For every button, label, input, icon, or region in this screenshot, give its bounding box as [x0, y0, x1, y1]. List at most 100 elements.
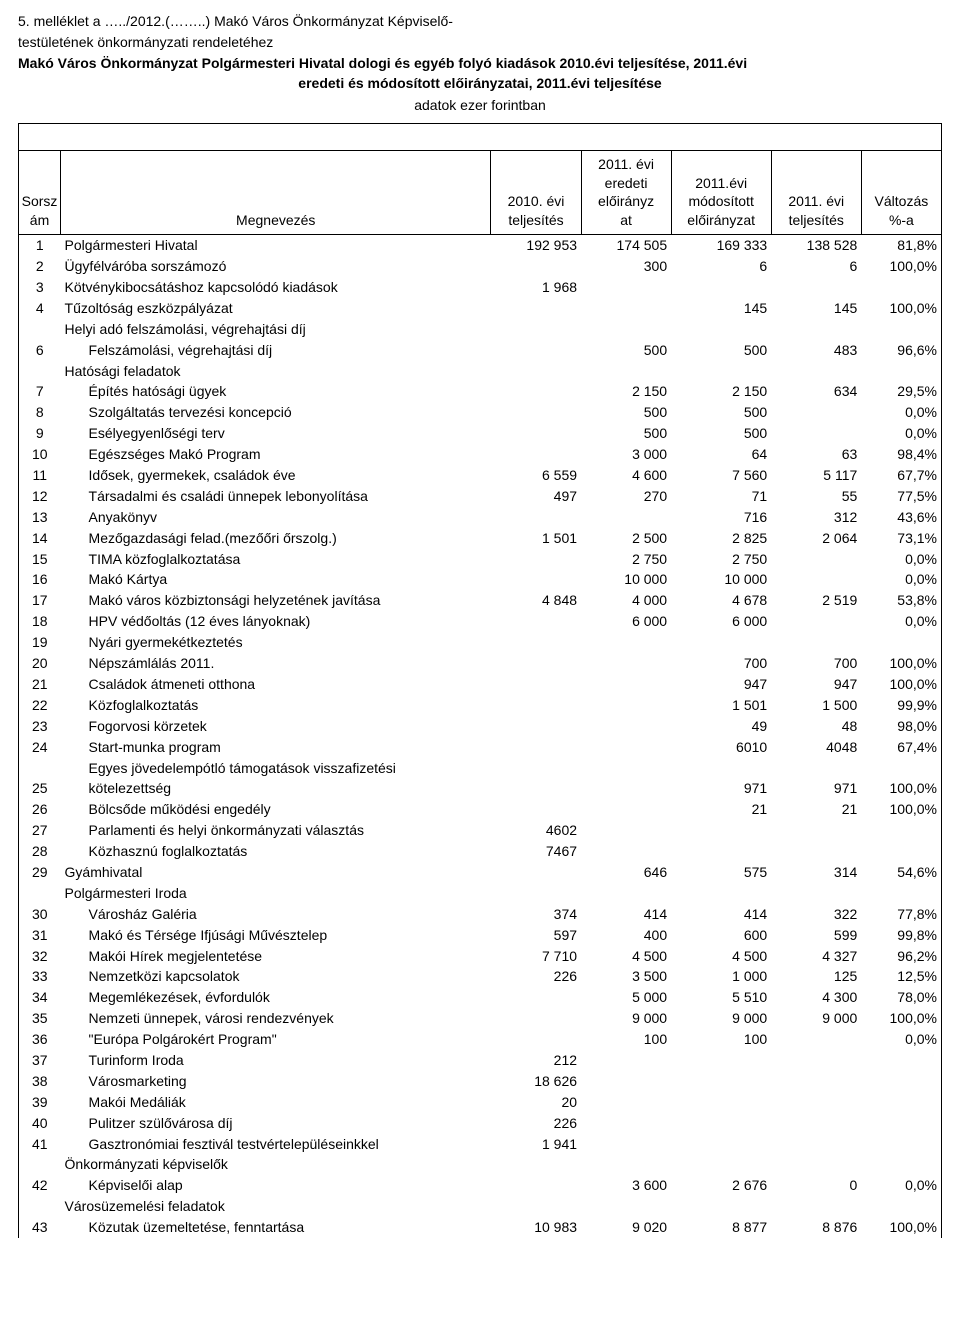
row-value: 312 — [771, 507, 861, 528]
row-value — [671, 841, 771, 862]
row-value — [581, 883, 671, 904]
row-name: Ügyfélváróba sorszámozó — [61, 256, 491, 277]
row-value — [771, 277, 861, 298]
table-row: 13Anyakönyv71631243,6% — [19, 507, 942, 528]
row-value — [861, 319, 941, 340]
table-row: 17Makó város közbiztonsági helyzetének j… — [19, 590, 942, 611]
row-value — [771, 1071, 861, 1092]
row-value: 4602 — [491, 820, 581, 841]
row-value — [771, 1029, 861, 1050]
row-value: 3 600 — [581, 1175, 671, 1196]
row-value: 497 — [491, 486, 581, 507]
row-value: 500 — [671, 402, 771, 423]
row-value: 0,0% — [861, 1175, 941, 1196]
row-value: 7467 — [491, 841, 581, 862]
row-value: 100,0% — [861, 778, 941, 799]
header-sub: adatok ezer forintban — [18, 97, 942, 113]
row-name: Helyi adó felszámolási, végrehajtási díj — [61, 319, 491, 340]
row-value — [581, 277, 671, 298]
row-value: 6 000 — [671, 611, 771, 632]
row-value — [861, 277, 941, 298]
row-value — [671, 758, 771, 779]
row-value — [491, 256, 581, 277]
row-index: 14 — [19, 528, 61, 549]
table-row: 35Nemzeti ünnepek, városi rendezvények9 … — [19, 1008, 942, 1029]
row-name: Start-munka program — [61, 737, 491, 758]
row-value: 5 000 — [581, 987, 671, 1008]
row-value: 2 064 — [771, 528, 861, 549]
row-index: 25 — [19, 778, 61, 799]
row-value: 5 510 — [671, 987, 771, 1008]
row-value: 9 020 — [581, 1217, 671, 1238]
col-2011-telj: 2011. évi teljesítés — [771, 150, 861, 235]
row-name: TIMA közfoglalkoztatása — [61, 549, 491, 570]
row-value — [491, 1154, 581, 1175]
row-value: 3 500 — [581, 966, 671, 987]
table-row: 31Makó és Térsége Ifjúsági Művésztelep59… — [19, 925, 942, 946]
row-value: 99,8% — [861, 925, 941, 946]
row-value: 634 — [771, 381, 861, 402]
row-value: 0,0% — [861, 402, 941, 423]
row-name: Nemzetközi kapcsolatok — [61, 966, 491, 987]
row-value: 8 876 — [771, 1217, 861, 1238]
row-value: 100,0% — [861, 674, 941, 695]
row-value — [861, 1113, 941, 1134]
row-value — [771, 1134, 861, 1155]
row-value: 500 — [671, 423, 771, 444]
row-value — [491, 716, 581, 737]
row-index: 24 — [19, 737, 61, 758]
row-index: 29 — [19, 862, 61, 883]
table-row: 20Népszámlálás 2011.700700100,0% — [19, 653, 942, 674]
row-index: 20 — [19, 653, 61, 674]
row-name: Pulitzer szülővárosa díj — [61, 1113, 491, 1134]
row-name: Bölcsőde működési engedély — [61, 799, 491, 820]
table-row: 15TIMA közfoglalkoztatása2 7502 7500,0% — [19, 549, 942, 570]
row-value — [491, 298, 581, 319]
row-value: 500 — [581, 423, 671, 444]
table-row: 16Makó Kártya10 00010 0000,0% — [19, 569, 942, 590]
row-name: Fogorvosi körzetek — [61, 716, 491, 737]
row-name: Mezőgazdasági felad.(mezőőri őrszolg.) — [61, 528, 491, 549]
header-bold-center: eredeti és módosított előirányzatai, 201… — [18, 75, 942, 91]
row-value — [861, 758, 941, 779]
row-value — [491, 674, 581, 695]
table-row: 43Közutak üzemeltetése, fenntartása10 98… — [19, 1217, 942, 1238]
row-value — [491, 778, 581, 799]
row-name: Polgármesteri Hivatal — [61, 235, 491, 256]
row-value: 300 — [581, 256, 671, 277]
row-value — [771, 632, 861, 653]
row-value — [491, 611, 581, 632]
row-value: 3 000 — [581, 444, 671, 465]
row-value — [491, 632, 581, 653]
row-value: 270 — [581, 486, 671, 507]
row-value: 169 333 — [671, 235, 771, 256]
row-value — [861, 1196, 941, 1217]
row-value — [771, 1092, 861, 1113]
row-value: 2 500 — [581, 528, 671, 549]
row-name: Hatósági feladatok — [61, 361, 491, 382]
row-value — [581, 1113, 671, 1134]
row-value: 226 — [491, 1113, 581, 1134]
row-value — [671, 1196, 771, 1217]
row-index: 15 — [19, 549, 61, 570]
row-value — [771, 319, 861, 340]
row-index: 27 — [19, 820, 61, 841]
row-name: Családok átmeneti otthona — [61, 674, 491, 695]
row-value: 4048 — [771, 737, 861, 758]
row-value: 716 — [671, 507, 771, 528]
row-value: 500 — [581, 340, 671, 361]
row-name: Idősek, gyermekek, családok éve — [61, 465, 491, 486]
row-value: 7 710 — [491, 946, 581, 967]
row-value — [491, 361, 581, 382]
col-2010-telj: 2010. évi teljesítés — [491, 150, 581, 235]
row-value — [491, 1175, 581, 1196]
row-index: 26 — [19, 799, 61, 820]
row-value: 414 — [581, 904, 671, 925]
row-value: 4 327 — [771, 946, 861, 967]
row-value — [581, 507, 671, 528]
row-value: 700 — [771, 653, 861, 674]
row-value: 2 150 — [581, 381, 671, 402]
row-value — [491, 1029, 581, 1050]
row-value — [491, 549, 581, 570]
col-valtozas: Változás %-a — [861, 150, 941, 235]
